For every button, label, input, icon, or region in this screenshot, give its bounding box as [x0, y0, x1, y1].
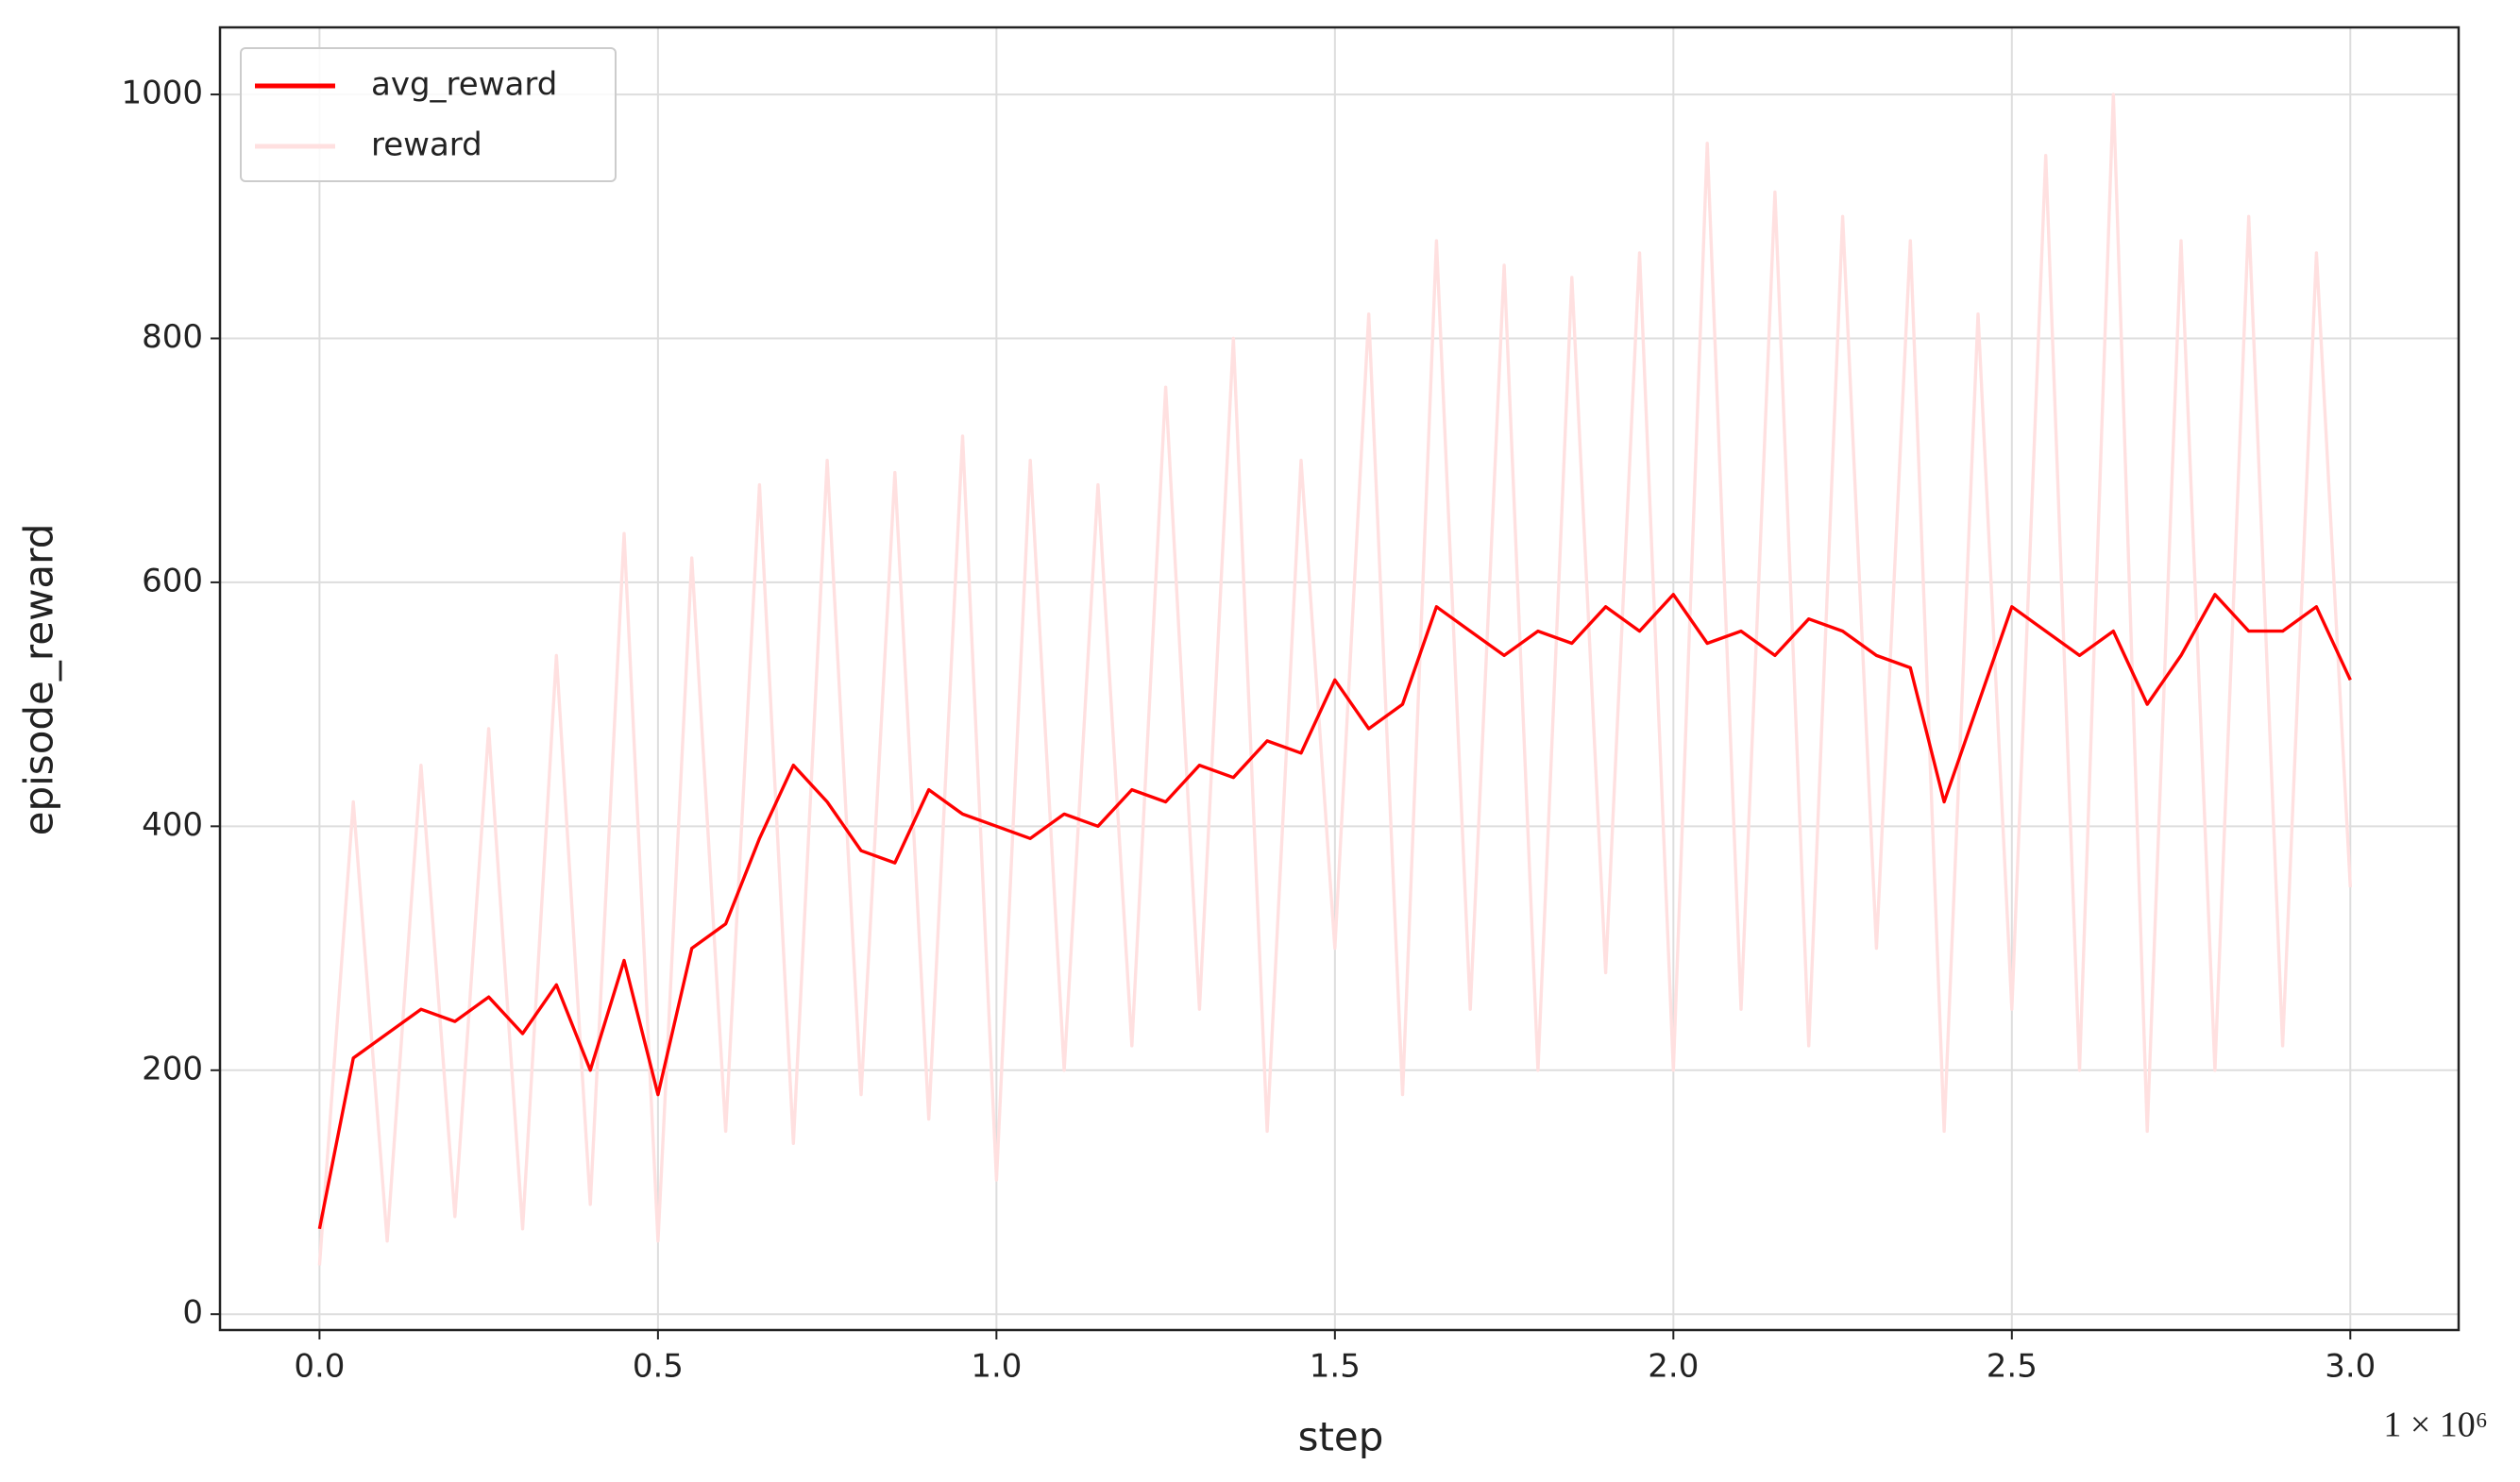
x-tick-label: 2.0: [1648, 1348, 1699, 1386]
series-line: [317, 93, 2352, 1266]
x-tick-label: 2.5: [1987, 1348, 2038, 1386]
x-tick-label: 0.0: [294, 1348, 345, 1386]
y-tick-label: 1000: [121, 75, 203, 112]
plot-frame: [218, 25, 2461, 1332]
y-axis-label: episode_reward: [16, 524, 62, 836]
x-axis-label: step: [1298, 1414, 1384, 1460]
y-tick-label: 800: [142, 318, 203, 356]
x-tick-label: 1.5: [1310, 1348, 1361, 1386]
x-multiplier: 1 × 10⁶: [2383, 1406, 2488, 1445]
legend-label: avg_reward: [371, 66, 557, 104]
x-tick-label: 1.0: [971, 1348, 1022, 1386]
series-line: [317, 593, 2352, 1230]
x-tick-label: 0.5: [633, 1348, 684, 1386]
y-tick-label: 600: [142, 562, 203, 599]
x-tick-label: 3.0: [2325, 1348, 2376, 1386]
y-tick-label: 400: [142, 806, 203, 844]
y-tick-label: 0: [182, 1294, 203, 1332]
y-tick-label: 200: [142, 1050, 203, 1087]
legend-label: reward: [371, 126, 482, 164]
